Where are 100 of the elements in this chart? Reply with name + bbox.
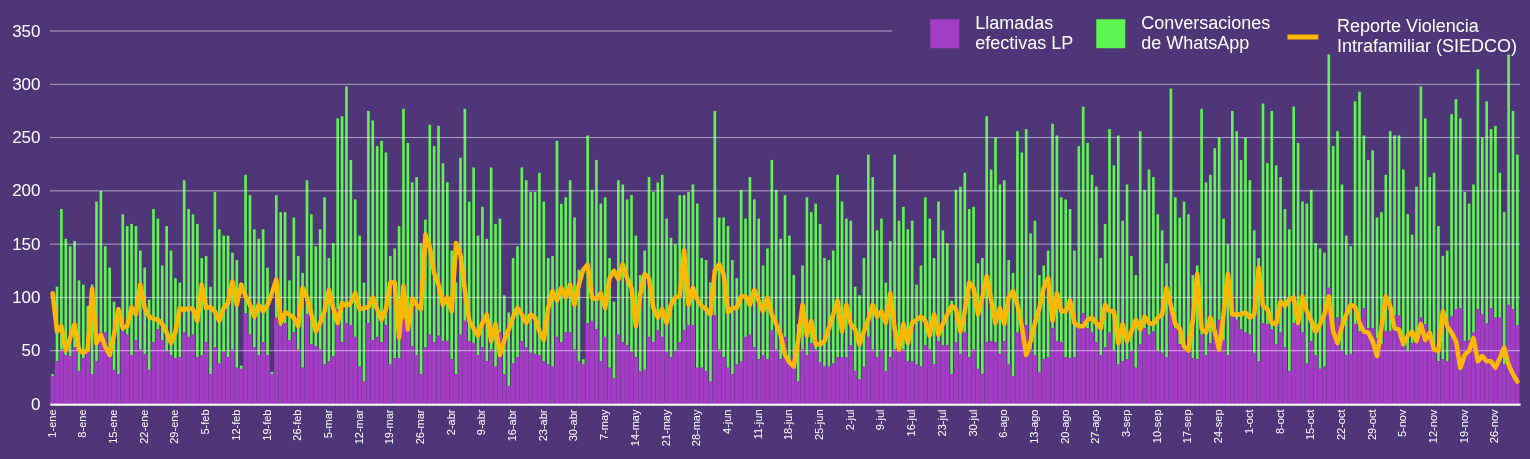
bar [910,361,915,404]
bar [1234,319,1239,404]
bar [380,140,383,343]
bar [1516,154,1519,326]
bar [1120,361,1125,404]
bar [186,336,191,404]
bar [168,354,174,404]
bar [182,332,187,404]
bar [344,323,349,404]
bar [923,345,928,404]
y-tick-label: 150 [12,234,41,254]
x-tick-label: 9-jul [874,409,887,431]
y-tick-label: 200 [12,181,41,201]
bar [1089,332,1095,404]
x-tick-label: 28-may [690,409,703,447]
bar [822,366,827,404]
bar [165,226,168,351]
bar [239,365,243,369]
x-tick-label: 14-may [628,409,641,447]
bar [1244,137,1247,333]
bar [835,357,840,404]
bar [809,343,814,404]
bar [1151,331,1156,404]
x-tick-label: 27-ago [1089,409,1102,444]
x-tick-label: 8-ene [76,409,89,438]
x-tick-label: 3-sep [1120,409,1133,438]
bar [1383,331,1388,404]
bar [1015,332,1020,404]
bar [603,336,608,404]
bar [152,208,155,343]
bar [1265,324,1270,404]
bar [59,349,64,404]
bar [581,359,585,365]
bar [747,334,752,404]
bar [1059,342,1064,404]
bar [288,280,291,341]
bar [936,341,941,404]
bar [1160,352,1165,404]
y-tick-label: 100 [12,287,41,307]
bar [392,358,397,404]
bar [415,177,418,355]
x-tick-label: 9-abr [475,409,488,436]
bar [924,197,927,346]
x-tick-label: 5-nov [1396,409,1409,438]
bar [589,320,595,404]
bar [712,315,717,404]
bar [586,135,589,324]
bar [1247,334,1252,404]
x-tick-label: 8-oct [1273,409,1286,434]
bar [244,174,247,314]
bar [437,125,440,336]
bar [760,354,766,404]
x-tick-label: 20-ago [1058,409,1071,444]
bar [209,286,212,375]
bar [915,284,918,365]
bar [348,325,353,404]
bar [313,346,318,404]
bar [901,349,906,404]
x-tick-label: 17-sep [1181,409,1194,444]
bar [993,342,998,404]
bar [1116,135,1120,365]
bar [471,343,476,404]
bar [1002,341,1007,404]
bar [472,167,475,344]
bar [826,366,831,404]
bar [866,336,871,404]
bar [323,197,326,365]
x-tick-label: 30-abr [567,409,580,442]
x-tick-label: 11-jun [751,409,764,440]
x-tick-label: 10-sep [1150,409,1163,444]
bar [436,335,441,404]
x-tick-label: 6-ago [997,409,1010,438]
bar [1050,328,1055,404]
bar [655,330,660,404]
bar [937,201,940,342]
bar [1081,313,1086,404]
bar [221,351,226,404]
bar [984,342,989,404]
bar [1278,332,1283,404]
x-tick-label: 26-feb [291,409,304,441]
bar [217,229,221,364]
x-tick-label: 5-feb [199,409,212,435]
bar [1336,131,1339,318]
x-tick-label: 1-oct [1242,409,1255,434]
x-tick-label: 22-ene [137,409,150,444]
bar [1345,235,1348,355]
y-tick-label: 50 [21,341,41,361]
bar [971,349,976,404]
bar [516,246,519,358]
bar [989,341,994,404]
x-tick-label: 5-mar [321,409,334,439]
x-tick-label: 1-ene [45,409,58,438]
bar [769,330,774,404]
x-tick-label: 26-mar [414,409,427,445]
bar [120,331,125,404]
bar [532,353,538,404]
bar [814,203,818,350]
bar [1291,323,1296,404]
bar [1358,91,1361,332]
bar [880,218,883,350]
